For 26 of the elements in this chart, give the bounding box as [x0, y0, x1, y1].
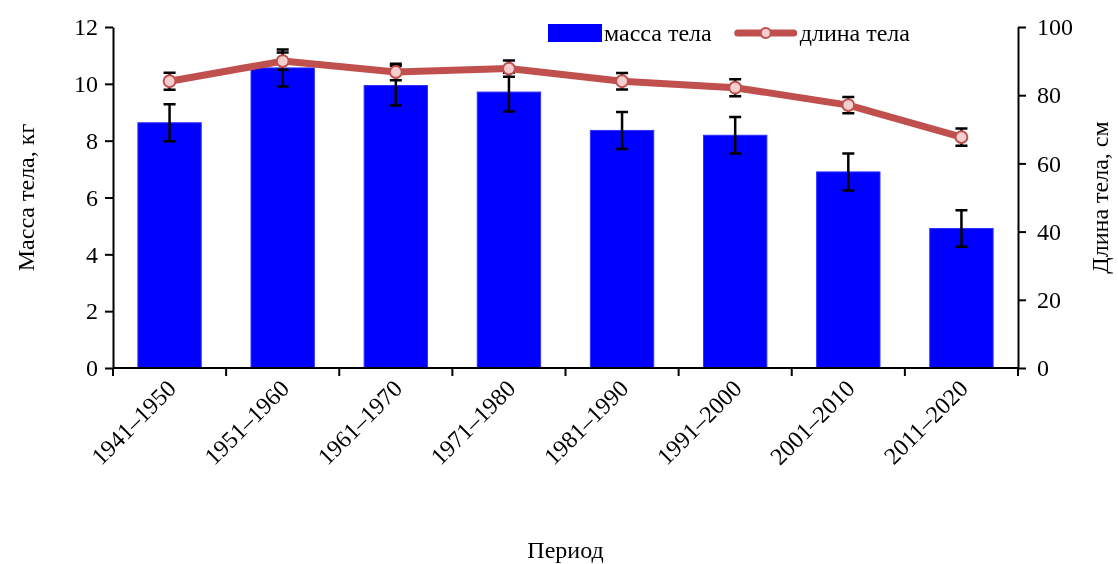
y-tick-label: 4 [86, 241, 98, 268]
bar [250, 67, 315, 369]
y-tick-label: 0 [86, 355, 98, 382]
y-tick-label: 12 [74, 14, 98, 41]
x-axis-title: Период [527, 537, 604, 563]
y2-axis-title: Длина тела, см [1087, 121, 1113, 274]
y2-tick-label: 80 [1037, 82, 1061, 109]
bar [816, 171, 881, 369]
bar [476, 91, 542, 369]
y2-tick-label: 20 [1037, 286, 1061, 313]
y2-tick-label: 0 [1037, 355, 1049, 382]
y-axis-title: Масса тела, кг [13, 123, 39, 272]
bar [703, 134, 768, 369]
bar [137, 122, 202, 369]
y-tick-label: 10 [74, 71, 98, 98]
bar [929, 227, 994, 369]
y-tick-label: 8 [86, 127, 98, 154]
y-tick-label: 2 [86, 298, 98, 325]
legend-label: длина тела [799, 20, 911, 46]
legend-label: масса тела [604, 20, 713, 46]
y2-tick-label: 40 [1037, 218, 1061, 245]
bar [363, 85, 428, 369]
bar [589, 129, 655, 369]
y2-tick-label: 60 [1037, 150, 1061, 177]
y2-tick-label: 100 [1037, 14, 1073, 41]
y-tick-label: 6 [86, 184, 98, 211]
